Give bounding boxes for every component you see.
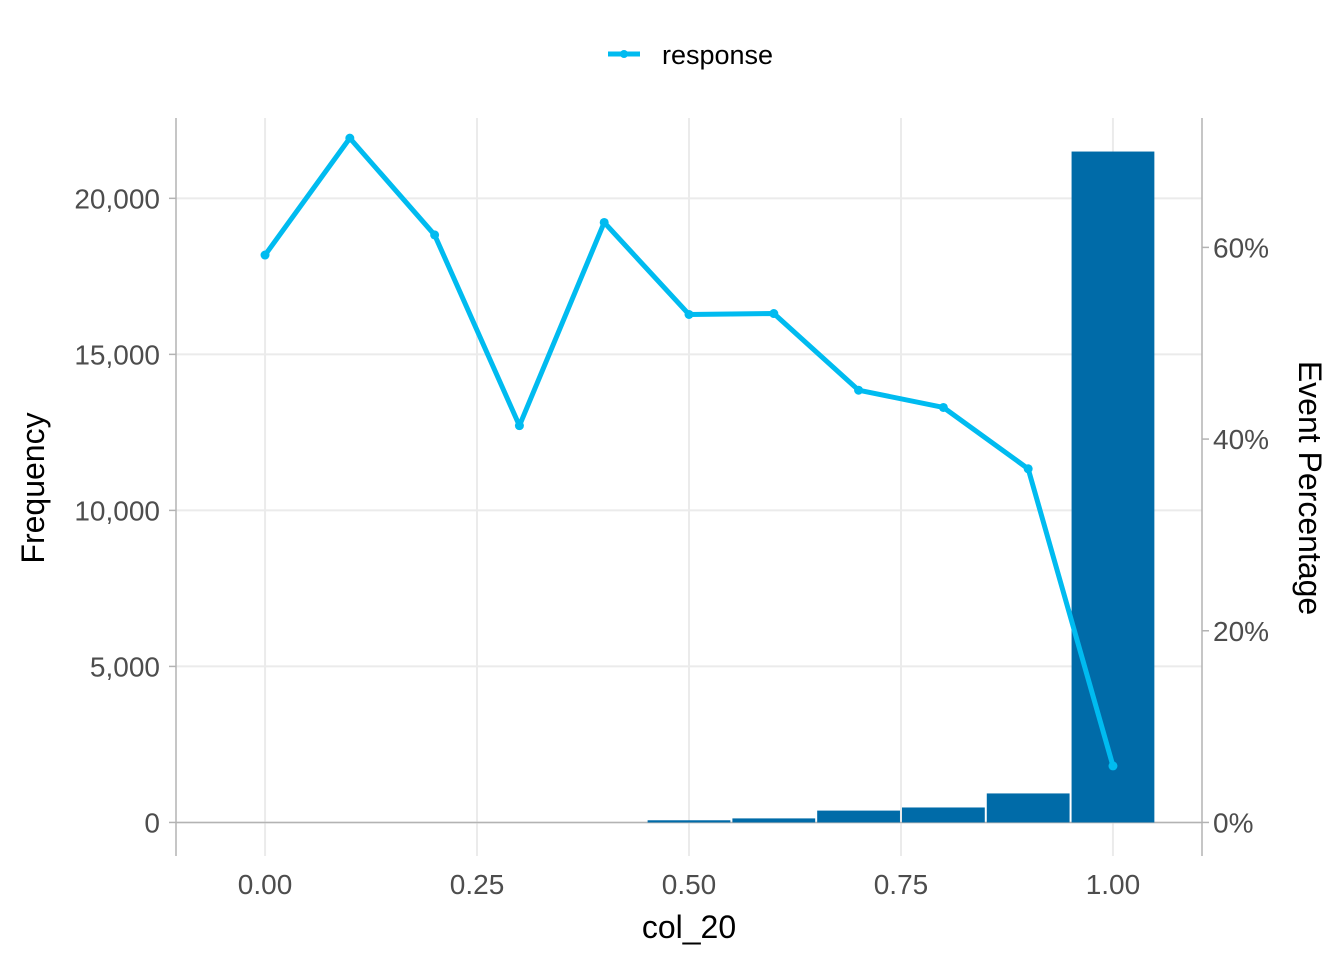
- y2-tick-label: 60%: [1213, 232, 1269, 263]
- response-point: [514, 421, 524, 431]
- x-tick-label: 0.50: [662, 869, 717, 900]
- legend-key-dot: [620, 50, 628, 58]
- frequency-bar: [647, 820, 731, 823]
- y-tick-label: 10,000: [74, 495, 160, 526]
- legend: response: [608, 40, 773, 70]
- y-axis-title: Frequency: [15, 412, 51, 563]
- response-point: [345, 133, 355, 143]
- y-tick-label: 15,000: [74, 339, 160, 370]
- response-point: [1108, 761, 1118, 771]
- response-point: [854, 385, 864, 395]
- response-point: [684, 309, 694, 319]
- y2-tick-label: 40%: [1213, 424, 1269, 455]
- tick-labels: 0.00 0.25 0.50 0.75 1.00 0 5,000 10,000 15,000 20…: [74, 183, 1269, 900]
- frequency-bar: [817, 810, 900, 823]
- x-tick-label: 1.00: [1086, 869, 1141, 900]
- frequency-bar: [1071, 151, 1155, 823]
- response-point: [1023, 464, 1033, 474]
- grid-lines: [176, 118, 1202, 856]
- y2-tick-label: 0%: [1213, 807, 1253, 838]
- y2-axis-title: Event Percentage: [1292, 361, 1328, 615]
- x-axis-title: col_20: [642, 909, 736, 945]
- frequency-bar: [732, 818, 816, 823]
- frequency-bar: [986, 793, 1070, 823]
- y-tick-label: 5,000: [90, 651, 160, 682]
- frequency-bar: [901, 807, 985, 823]
- x-tick-label: 0.75: [874, 869, 929, 900]
- response-point: [938, 402, 948, 412]
- y-tick-label: 0: [144, 807, 160, 838]
- x-tick-label: 0.00: [238, 869, 293, 900]
- response-series: [260, 133, 1118, 771]
- legend-label-response: response: [662, 40, 773, 70]
- response-point: [769, 309, 779, 319]
- response-point: [599, 217, 609, 227]
- y2-tick-label: 20%: [1213, 616, 1269, 647]
- y-tick-label: 20,000: [74, 183, 160, 214]
- response-point: [430, 230, 440, 240]
- x-tick-label: 0.25: [450, 869, 505, 900]
- response-point: [260, 250, 270, 260]
- frequency-bars: [647, 151, 1155, 823]
